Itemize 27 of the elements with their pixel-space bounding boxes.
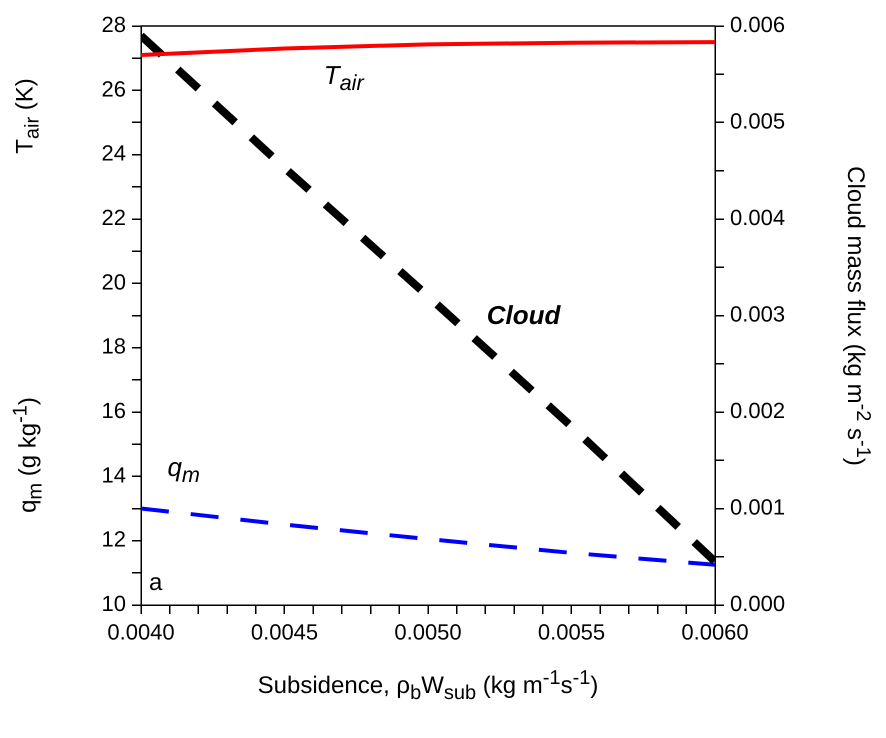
y-tick-label: 18: [102, 334, 126, 359]
series-label: Cloud: [486, 300, 560, 330]
series-label: q$_{m}$: [167, 452, 200, 488]
y-tick-label: 26: [102, 76, 126, 102]
annotation: a: [149, 569, 162, 596]
x-tick-label: 0.0045: [250, 619, 318, 644]
y-tick-label: 10: [102, 591, 126, 616]
y2-tick-label: 0.003: [730, 302, 786, 327]
y2-tick-label: 0.004: [730, 205, 786, 230]
y-tick-label: 14: [102, 462, 126, 488]
series-label: T$_{air}$: [324, 60, 364, 96]
x-tick-label: 0.0060: [681, 619, 749, 644]
x-tick-label: 0.0050: [394, 619, 462, 644]
y2-tick-label: 0.006: [730, 12, 786, 38]
y2-tick-label: 0.005: [730, 108, 786, 134]
y-tick-label: 24: [102, 140, 126, 166]
y2-tick-label: 0.001: [730, 494, 786, 520]
y-tick-label: 16: [102, 398, 126, 424]
y-tick-label: 28: [102, 12, 126, 38]
y2-tick-label: 0.000: [730, 591, 786, 616]
y-tick-label: 12: [102, 526, 126, 552]
x-tick-label: 0.0040: [107, 619, 175, 644]
text: Subsidence, ρ$_{b}$W$_{sub}$ (kg m$^{-1}$s$^{-1}$): [258, 667, 598, 704]
x-tick-label: 0.0055: [538, 619, 606, 644]
y2-tick-label: 0.002: [730, 398, 786, 424]
y-tick-label: 20: [102, 269, 126, 294]
y-tick-label: 22: [102, 205, 126, 230]
